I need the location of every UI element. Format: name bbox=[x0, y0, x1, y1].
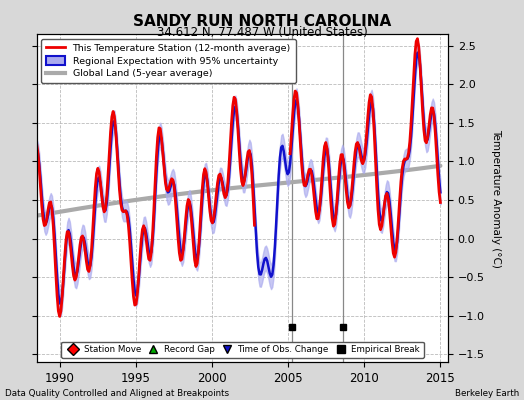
Text: 34.612 N, 77.487 W (United States): 34.612 N, 77.487 W (United States) bbox=[157, 26, 367, 39]
Legend: Station Move, Record Gap, Time of Obs. Change, Empirical Break: Station Move, Record Gap, Time of Obs. C… bbox=[61, 342, 423, 358]
Text: Data Quality Controlled and Aligned at Breakpoints: Data Quality Controlled and Aligned at B… bbox=[5, 389, 230, 398]
Text: SANDY RUN NORTH CAROLINA: SANDY RUN NORTH CAROLINA bbox=[133, 14, 391, 29]
Y-axis label: Temperature Anomaly (°C): Temperature Anomaly (°C) bbox=[492, 128, 501, 268]
Text: Berkeley Earth: Berkeley Earth bbox=[454, 389, 519, 398]
